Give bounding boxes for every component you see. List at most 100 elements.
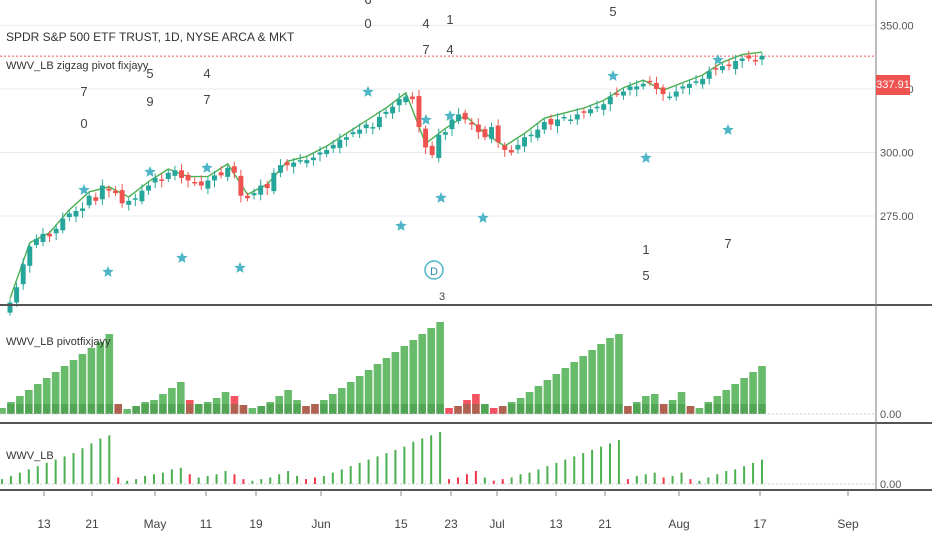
x-tick-label: 21 xyxy=(598,517,612,531)
histogram-bar xyxy=(662,477,665,484)
histogram-bar xyxy=(81,448,84,484)
histogram-bar xyxy=(349,466,352,484)
histogram-bar xyxy=(525,392,534,414)
pivot-star xyxy=(435,192,447,203)
histogram-bar xyxy=(355,376,364,414)
histogram-bar xyxy=(0,408,6,414)
candle-body xyxy=(106,188,112,191)
histogram-bar xyxy=(269,477,272,484)
histogram-bar xyxy=(313,477,316,484)
histogram-bar xyxy=(519,474,522,484)
candle-body xyxy=(47,233,53,237)
candle-body xyxy=(680,86,686,89)
histogram-bar xyxy=(337,388,346,414)
candle-body xyxy=(700,78,706,85)
pivot-count-label: 7 xyxy=(422,42,429,57)
histogram-bar-base xyxy=(320,404,328,414)
histogram-bar xyxy=(588,350,596,414)
candle-body xyxy=(317,152,323,155)
histogram-bar xyxy=(680,472,683,484)
histogram-bar xyxy=(177,382,185,414)
histogram-bar xyxy=(391,352,400,414)
candle-body xyxy=(423,128,429,148)
histogram-bar xyxy=(641,396,650,414)
histogram-bar xyxy=(445,408,453,414)
candle-body xyxy=(409,96,415,100)
candle-body xyxy=(251,193,257,196)
histogram-bar xyxy=(144,475,147,484)
histogram-bar xyxy=(546,466,549,484)
candle-body xyxy=(132,198,138,200)
histogram-bar xyxy=(206,475,209,484)
histogram-bar xyxy=(752,462,755,484)
pivot-star xyxy=(102,266,114,277)
histogram-bar xyxy=(168,388,176,414)
histogram-bar-base xyxy=(203,404,212,414)
histogram-bar xyxy=(305,479,307,484)
histogram-bar xyxy=(650,394,659,414)
candle-body xyxy=(357,129,363,134)
candle-body xyxy=(528,134,534,137)
pivot-star xyxy=(78,184,90,195)
histogram-bar xyxy=(633,402,641,414)
histogram-bar-base xyxy=(177,404,185,414)
histogram-bar xyxy=(758,366,766,414)
histogram-bar xyxy=(731,384,739,414)
candle-body xyxy=(383,111,389,114)
histogram-bar xyxy=(579,356,587,414)
indicator-zigzag-label[interactable]: WWV_LB zigzag pivot fixjayy xyxy=(6,60,149,72)
pivotfix-histogram xyxy=(0,322,766,414)
candle-body xyxy=(304,160,310,164)
histogram-bar xyxy=(716,474,719,484)
x-tick-label: 13 xyxy=(549,517,563,531)
x-tick-label: 15 xyxy=(394,517,408,531)
histogram-bar xyxy=(150,400,158,414)
histogram-bar xyxy=(734,469,737,484)
histogram-bar xyxy=(161,472,164,484)
price-tick-label: 300.00 xyxy=(880,148,914,160)
histogram-bar xyxy=(126,480,129,484)
histogram-bar xyxy=(108,435,111,484)
histogram-bar-base xyxy=(355,404,364,414)
histogram-bar-base xyxy=(579,404,587,414)
candle-body xyxy=(14,287,20,303)
histogram-bar xyxy=(677,392,686,414)
histogram-bar-base xyxy=(624,406,632,414)
histogram-bar-base xyxy=(266,404,275,414)
candle-body xyxy=(119,190,125,204)
histogram-bar xyxy=(170,469,173,484)
candle-body xyxy=(713,68,719,70)
pivot-count-label: 5 xyxy=(146,66,153,81)
histogram-bar-base xyxy=(597,404,605,414)
histogram-bar xyxy=(117,477,120,484)
candle-body xyxy=(238,175,244,196)
histogram-bar xyxy=(400,346,409,414)
candle-body xyxy=(205,180,211,189)
histogram-bar xyxy=(704,402,713,414)
candle-body xyxy=(53,228,59,234)
histogram-bar xyxy=(492,480,495,484)
candle-body xyxy=(343,137,349,140)
pivot-count-label: 9 xyxy=(146,94,153,109)
indicator-pivotfix-label[interactable]: WWV_LB pivotfixjayy xyxy=(6,336,111,348)
candle-body xyxy=(752,59,758,62)
candle-body xyxy=(640,83,646,87)
indicator-wwv-label[interactable]: WWV_LB xyxy=(6,450,54,462)
histogram-bar-base xyxy=(409,404,418,414)
pivot-star xyxy=(395,220,407,231)
histogram-bar xyxy=(329,394,337,414)
x-tick-label: May xyxy=(144,517,167,531)
price-tick-label: 275.00 xyxy=(880,211,914,223)
candle-body xyxy=(568,119,574,121)
candle-body xyxy=(7,302,13,313)
histogram-bar xyxy=(296,475,299,484)
histogram-bar xyxy=(597,344,605,414)
histogram-bar-base xyxy=(230,404,239,414)
histogram-bar xyxy=(278,474,281,484)
histogram-bar xyxy=(454,406,462,414)
x-tick-label: 17 xyxy=(753,517,767,531)
candle-body xyxy=(172,170,178,176)
histogram-bar xyxy=(7,402,15,414)
histogram-bar xyxy=(689,479,692,484)
